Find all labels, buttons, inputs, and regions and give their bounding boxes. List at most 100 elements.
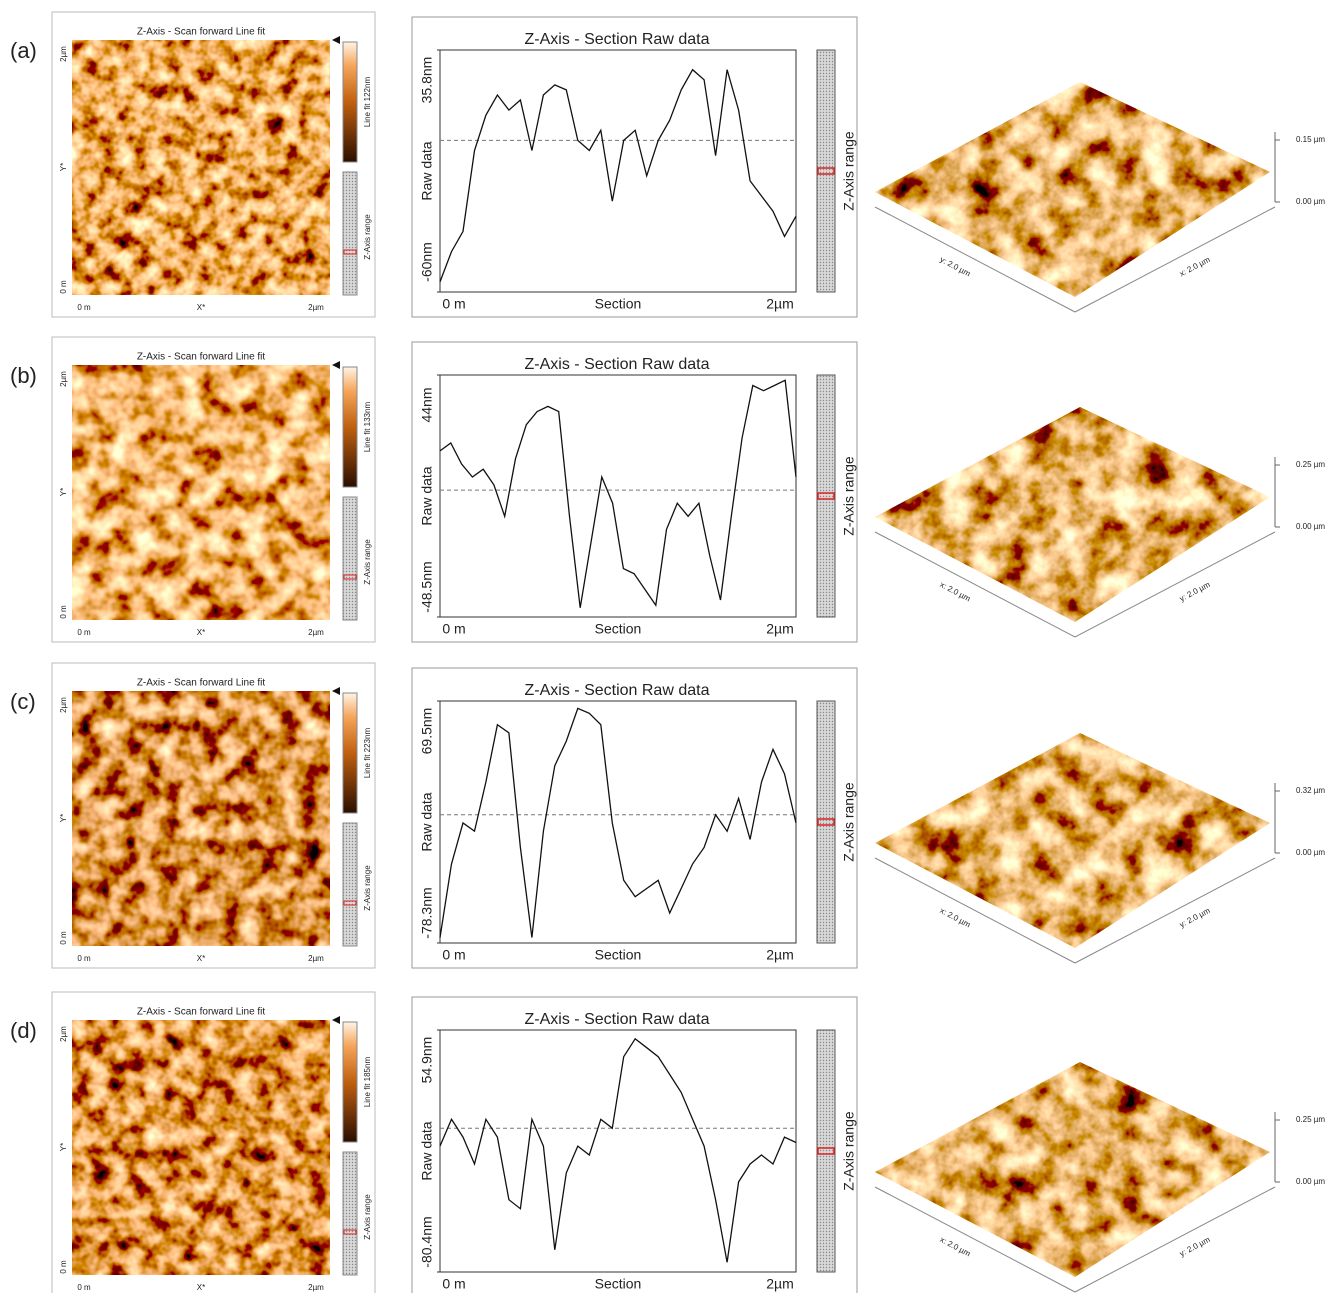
afm-image <box>72 40 330 295</box>
y-axis-title: Raw data <box>419 466 435 525</box>
x-tick-label: 0 m <box>442 296 465 312</box>
x-axis-label: 2µm <box>308 303 324 312</box>
y-axis-label: 0 m <box>59 605 68 619</box>
color-bar-label: Line fit 122nm <box>363 77 372 128</box>
y-axis-title: Raw data <box>419 1121 435 1180</box>
section-title: Z-Axis - Section Raw data <box>525 1011 710 1028</box>
plot-area <box>440 701 796 943</box>
y-axis-label: 2µm <box>59 371 68 387</box>
y-axis-label: Y* <box>59 1143 68 1151</box>
range-bar <box>343 823 357 946</box>
range-bar <box>817 50 835 292</box>
panel-label: (c) <box>10 689 36 714</box>
x-axis-label: 0 m <box>77 303 91 312</box>
x-axis-label: 2µm <box>308 1283 324 1292</box>
x-axis-title: Section <box>595 947 642 963</box>
axis-label-3d: y: 2.0 µm <box>938 255 972 279</box>
range-label: Z-Axis range <box>841 131 857 211</box>
surface-3d <box>870 397 1275 627</box>
y-tick-label: -80.4nm <box>419 1216 435 1267</box>
x-axis-label: 0 m <box>77 954 91 963</box>
z-tick-label: 0.15 µm <box>1296 135 1325 144</box>
y-axis-label: Y* <box>59 163 68 171</box>
x-tick-label: 0 m <box>442 947 465 963</box>
x-axis-label: X* <box>197 628 205 637</box>
y-axis-label: Y* <box>59 814 68 822</box>
range-bar <box>343 497 357 620</box>
section-title: Z-Axis - Section Raw data <box>525 356 710 373</box>
plot-area <box>440 1030 796 1272</box>
y-axis-label: 0 m <box>59 931 68 945</box>
range-label: Z-Axis range <box>363 214 372 260</box>
z-tick-label: 0.00 µm <box>1296 522 1325 531</box>
surface-3d <box>870 723 1275 953</box>
section-title: Z-Axis - Section Raw data <box>525 682 710 699</box>
x-tick-label: 0 m <box>442 621 465 637</box>
x-axis-label: X* <box>197 954 205 963</box>
range-bar <box>343 172 357 295</box>
range-bar <box>817 375 835 617</box>
y-tick-label: -48.5nm <box>419 561 435 612</box>
range-bar <box>817 1030 835 1272</box>
panel-label: (a) <box>10 38 37 63</box>
color-bar <box>343 693 357 813</box>
x-axis-title: Section <box>595 621 642 637</box>
y-tick-label: 35.8nm <box>419 57 435 104</box>
x-tick-label: 2µm <box>766 947 794 963</box>
y-axis-label: 2µm <box>59 46 68 62</box>
y-axis-label: 2µm <box>59 1026 68 1042</box>
axis-label-3d: y: 2.0 µm <box>1178 906 1212 930</box>
figure: (a) Z-Axis - Scan forward Line fit 2µm Y* 0 … <box>0 0 1333 1293</box>
range-label: Z-Axis range <box>363 865 372 911</box>
image-title: Z-Axis - Scan forward Line fit <box>137 1007 266 1018</box>
x-axis-label: X* <box>197 1283 205 1292</box>
range-label: Z-Axis range <box>363 1194 372 1240</box>
y-tick-label: -60nm <box>419 242 435 282</box>
x-axis-label: 2µm <box>308 954 324 963</box>
afm-image <box>72 1020 330 1275</box>
axis-label-3d: x: 2.0 µm <box>938 906 972 930</box>
y-tick-label: 54.9nm <box>419 1037 435 1084</box>
surface-3d <box>870 1052 1275 1282</box>
image-title: Z-Axis - Scan forward Line fit <box>137 352 266 363</box>
range-label: Z-Axis range <box>841 782 857 862</box>
range-label: Z-Axis range <box>841 1111 857 1191</box>
x-axis-title: Section <box>595 1276 642 1292</box>
y-axis-label: Y* <box>59 488 68 496</box>
y-axis-title: Raw data <box>419 792 435 851</box>
afm-image <box>72 365 330 620</box>
image-title: Z-Axis - Scan forward Line fit <box>137 27 266 38</box>
z-tick-label: 0.00 µm <box>1296 848 1325 857</box>
x-tick-label: 0 m <box>442 1276 465 1292</box>
axis-label-3d: x: 2.0 µm <box>938 580 972 604</box>
section-title: Z-Axis - Section Raw data <box>525 31 710 48</box>
panel-label: (b) <box>10 363 37 388</box>
range-label: Z-Axis range <box>363 539 372 585</box>
y-axis-label: 0 m <box>59 280 68 294</box>
color-bar <box>343 1022 357 1142</box>
x-axis-label: 0 m <box>77 628 91 637</box>
color-bar-label: Line fit 133nm <box>363 402 372 453</box>
x-tick-label: 2µm <box>766 1276 794 1292</box>
panel-label: (d) <box>10 1018 37 1043</box>
color-bar <box>343 42 357 162</box>
x-axis-title: Section <box>595 296 642 312</box>
z-tick-label: 0.32 µm <box>1296 786 1325 795</box>
afm-image <box>72 691 330 946</box>
axis-label-3d: x: 2.0 µm <box>1178 255 1212 279</box>
color-bar-label: Line fit 185nm <box>363 1057 372 1108</box>
x-axis-label: X* <box>197 303 205 312</box>
axis-label-3d: x: 2.0 µm <box>938 1235 972 1259</box>
x-tick-label: 2µm <box>766 621 794 637</box>
y-axis-label: 2µm <box>59 697 68 713</box>
color-bar <box>343 367 357 487</box>
range-bar <box>817 701 835 943</box>
axis-label-3d: y: 2.0 µm <box>1178 580 1212 604</box>
x-tick-label: 2µm <box>766 296 794 312</box>
z-tick-label: 0.00 µm <box>1296 1177 1325 1186</box>
y-tick-label: -78.3nm <box>419 887 435 938</box>
color-bar-label: Line fit 223nm <box>363 728 372 779</box>
range-bar <box>343 1152 357 1275</box>
x-axis-label: 0 m <box>77 1283 91 1292</box>
x-axis-label: 2µm <box>308 628 324 637</box>
